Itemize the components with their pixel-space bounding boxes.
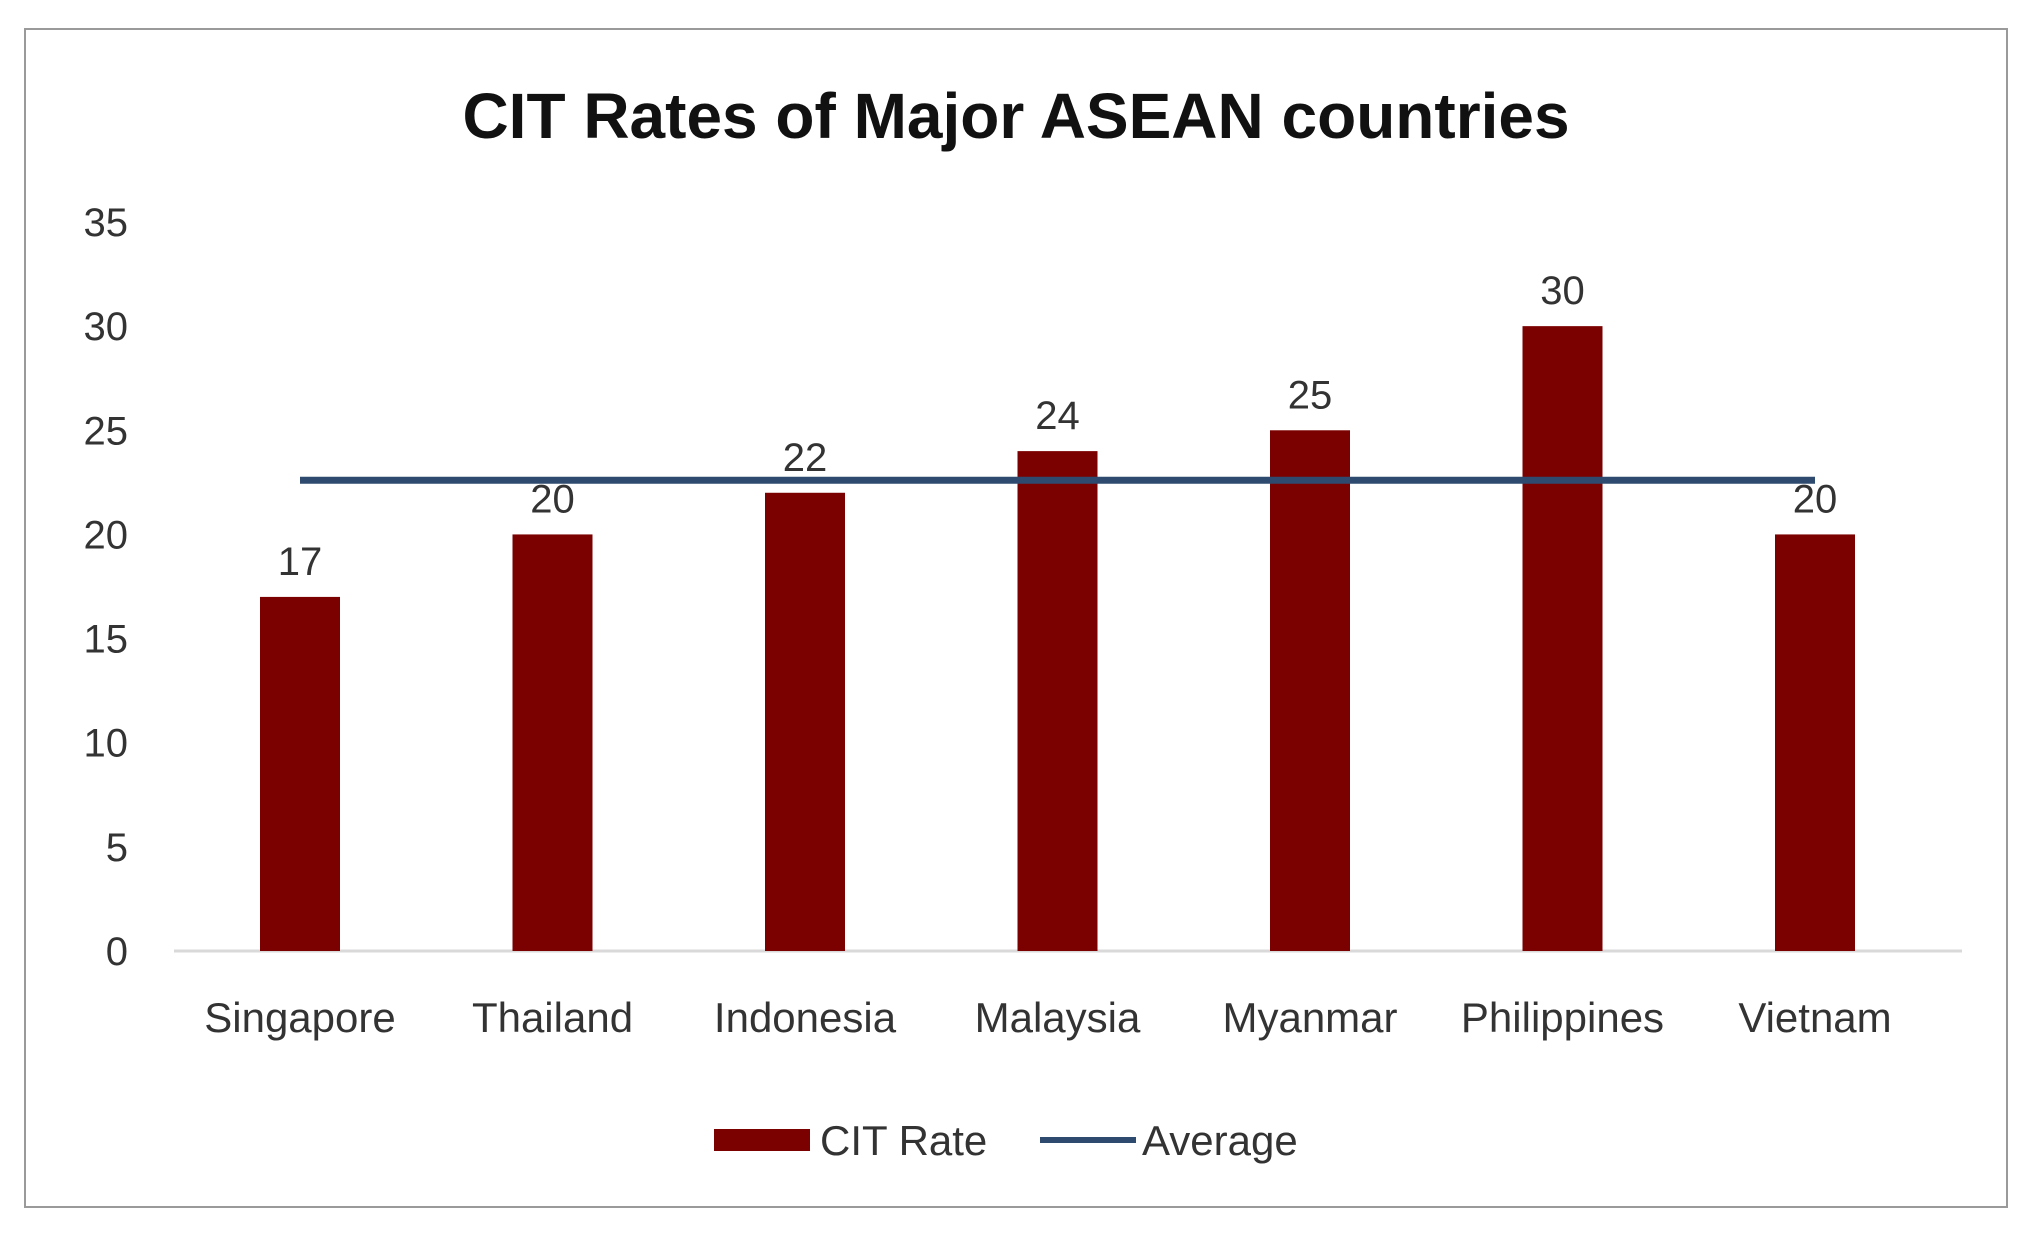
x-tick-label: Philippines bbox=[1461, 994, 1664, 1041]
chart-title: CIT Rates of Major ASEAN countries bbox=[462, 80, 1569, 152]
x-tick-label: Malaysia bbox=[975, 994, 1141, 1041]
y-tick-label: 35 bbox=[84, 201, 129, 245]
data-label: 20 bbox=[1793, 477, 1838, 521]
x-tick-label: Indonesia bbox=[714, 994, 897, 1041]
bar-myanmar bbox=[1270, 430, 1350, 951]
legend-item-cit-rate[interactable]: CIT Rate bbox=[714, 1117, 987, 1164]
legend-swatch-bar bbox=[714, 1129, 810, 1151]
data-label: 22 bbox=[783, 436, 828, 480]
bar-philippines bbox=[1522, 326, 1603, 952]
x-tick-label: Thailand bbox=[472, 994, 633, 1041]
legend-label: CIT Rate bbox=[820, 1117, 987, 1164]
chart-frame: CIT Rates of Major ASEAN countries 0 5 10 1… bbox=[24, 28, 2008, 1208]
bar-malaysia bbox=[1017, 451, 1098, 951]
y-tick-label: 25 bbox=[84, 409, 129, 453]
x-tick-label: Singapore bbox=[204, 994, 395, 1041]
y-tick-label: 10 bbox=[84, 722, 129, 766]
y-tick-label: 20 bbox=[84, 513, 129, 557]
data-label: 30 bbox=[1540, 269, 1585, 313]
legend[interactable]: CIT Rate Average bbox=[714, 1117, 1298, 1164]
y-tick-label: 0 bbox=[106, 930, 128, 974]
legend-label: Average bbox=[1142, 1117, 1298, 1164]
chart-svg: CIT Rates of Major ASEAN countries 0 5 10 1… bbox=[84, 80, 1962, 1164]
data-label: 20 bbox=[530, 477, 575, 521]
x-tick-label: Myanmar bbox=[1222, 994, 1397, 1041]
y-axis: 0 5 10 15 20 25 30 35 bbox=[84, 201, 129, 974]
data-labels: 17 20 22 24 25 30 20 bbox=[278, 269, 1838, 584]
y-tick-label: 30 bbox=[84, 305, 129, 349]
x-axis: Singapore Thailand Indonesia Malaysia Myanma… bbox=[174, 949, 1962, 1041]
bar-series bbox=[260, 326, 1855, 952]
bar-thailand bbox=[512, 534, 593, 951]
legend-item-average[interactable]: Average bbox=[1040, 1117, 1298, 1164]
data-label: 24 bbox=[1035, 394, 1080, 438]
bar-singapore bbox=[260, 596, 340, 951]
x-tick-label: Vietnam bbox=[1738, 994, 1891, 1041]
bar-indonesia bbox=[765, 492, 845, 951]
y-tick-label: 15 bbox=[84, 618, 129, 662]
bar-vietnam bbox=[1775, 534, 1855, 951]
y-tick-label: 5 bbox=[106, 826, 128, 870]
data-label: 25 bbox=[1288, 373, 1333, 417]
data-label: 17 bbox=[278, 540, 323, 584]
